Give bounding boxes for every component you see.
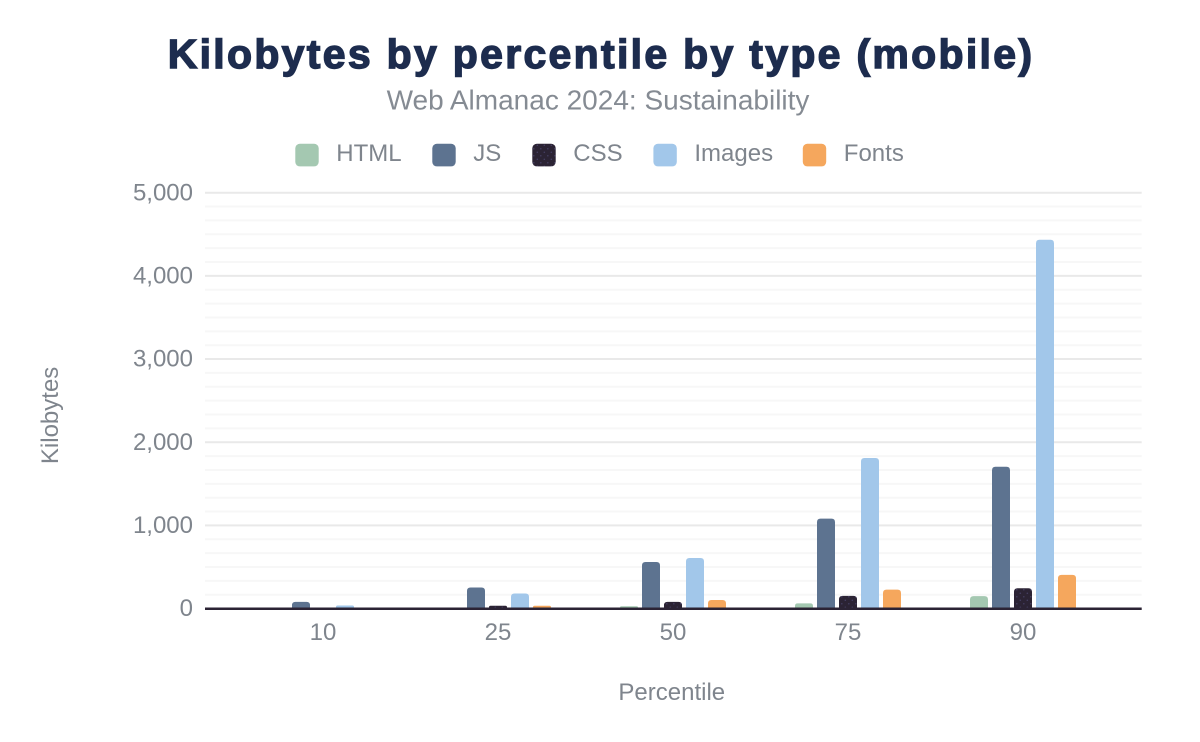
svg-text:50: 50 (660, 619, 687, 646)
svg-text:Web Almanac 2024: Sustainabili: Web Almanac 2024: Sustainability (387, 84, 810, 115)
svg-text:0: 0 (180, 595, 193, 622)
svg-text:Images: Images (694, 140, 773, 167)
svg-text:10: 10 (310, 619, 337, 646)
svg-text:90: 90 (1010, 619, 1037, 646)
svg-text:1,000: 1,000 (133, 512, 193, 539)
svg-text:Percentile: Percentile (618, 679, 725, 706)
svg-text:5,000: 5,000 (133, 179, 193, 206)
svg-text:HTML: HTML (336, 140, 401, 167)
svg-text:75: 75 (835, 619, 862, 646)
svg-text:JS: JS (473, 140, 501, 167)
svg-text:3,000: 3,000 (133, 346, 193, 373)
svg-text:Fonts: Fonts (844, 140, 904, 167)
svg-text:25: 25 (485, 619, 512, 646)
svg-text:Kilobytes: Kilobytes (37, 367, 64, 464)
svg-text:2,000: 2,000 (133, 429, 193, 456)
svg-text:Kilobytes by percentile by typ: Kilobytes by percentile by type (mobile) (168, 31, 1035, 77)
svg-text:4,000: 4,000 (133, 262, 193, 289)
svg-text:CSS: CSS (573, 140, 622, 167)
